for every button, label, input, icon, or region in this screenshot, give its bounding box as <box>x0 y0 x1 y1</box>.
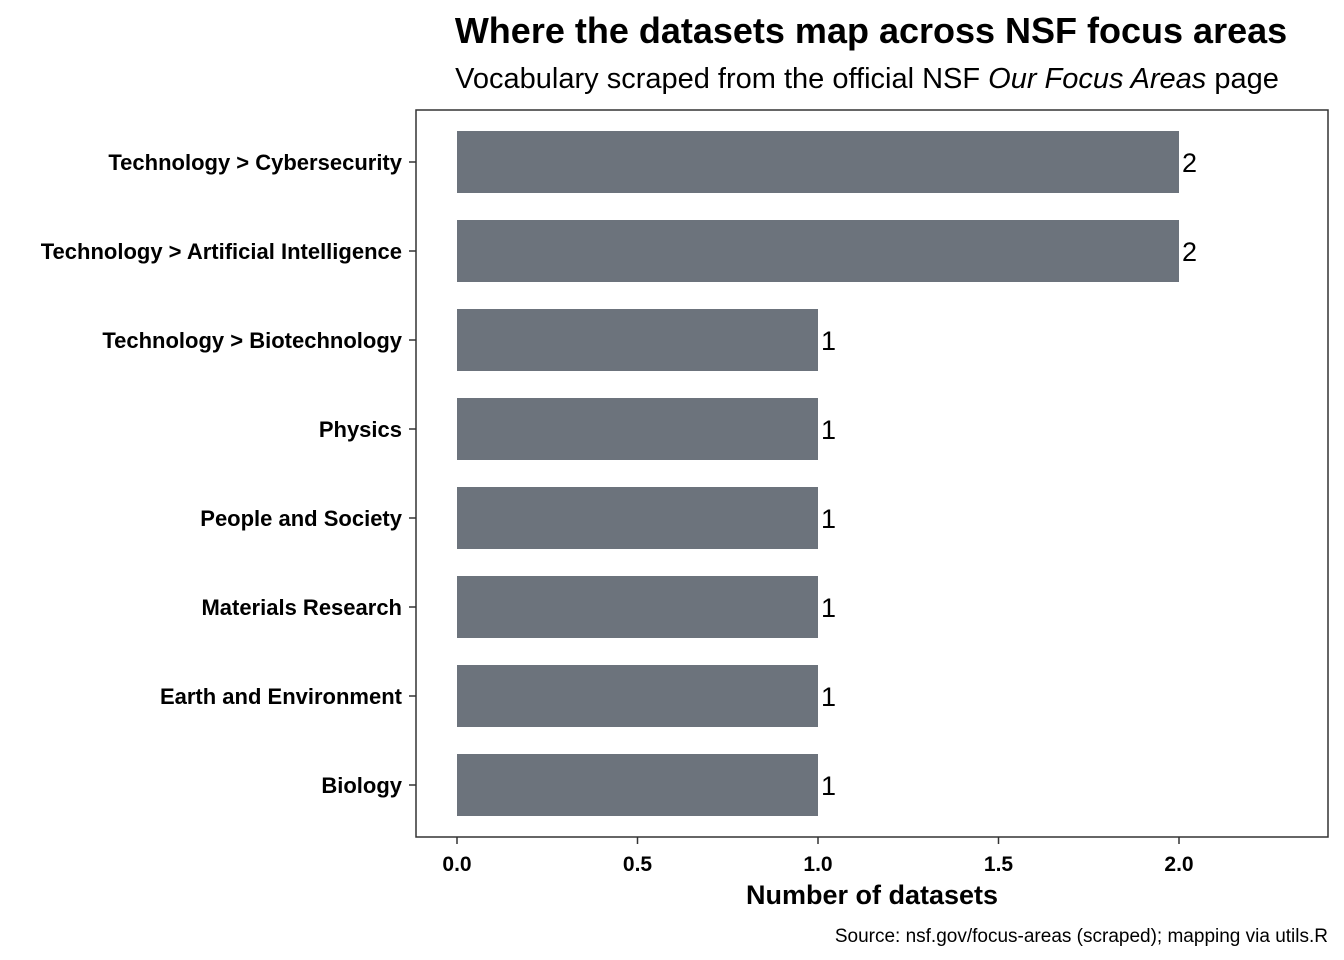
y-category-label: Biology <box>321 773 402 798</box>
chart-title: Where the datasets map across NSF focus … <box>455 10 1287 51</box>
bar-value-label: 1 <box>821 771 836 801</box>
bar <box>457 131 1179 193</box>
bar <box>457 754 818 816</box>
bar <box>457 665 818 727</box>
bar-value-label: 2 <box>1182 148 1197 178</box>
y-category-label: Physics <box>319 417 402 442</box>
chart-caption: Source: nsf.gov/focus-areas (scraped); m… <box>835 926 1328 947</box>
bar <box>457 398 818 460</box>
bar <box>457 487 818 549</box>
panel-border <box>415 109 1329 838</box>
y-category-label: Technology > Artificial Intelligence <box>41 239 402 264</box>
chart-subtitle-prefix: Vocabulary scraped from the official NSF <box>455 63 988 95</box>
bar <box>457 309 818 371</box>
x-tick-label: 1.0 <box>803 853 832 876</box>
x-axis: 0.0 0.5 1.0 1.5 2.0 <box>442 837 1194 876</box>
x-tick-label: 0.0 <box>442 853 471 876</box>
y-category-label: Technology > Cybersecurity <box>108 150 402 175</box>
y-category-label: Technology > Biotechnology <box>102 328 402 353</box>
y-axis: Technology > Cybersecurity Technology > A… <box>41 150 416 798</box>
y-category-label: Materials Research <box>201 595 402 620</box>
bar-value-label: 1 <box>821 504 836 534</box>
bar-value-label: 1 <box>821 326 836 356</box>
bar-value-label: 1 <box>821 593 836 623</box>
chart-subtitle-suffix: page <box>1206 63 1279 95</box>
bar <box>457 576 818 638</box>
value-labels-group: 2 2 1 1 1 1 1 1 <box>821 148 1197 801</box>
bar-value-label: 1 <box>821 682 836 712</box>
y-category-label: Earth and Environment <box>160 684 403 709</box>
x-axis-title: Number of datasets <box>746 880 998 910</box>
bar <box>457 220 1179 282</box>
y-category-label: People and Society <box>200 506 402 531</box>
bar-value-label: 1 <box>821 415 836 445</box>
chart-subtitle-emphasis: Our Focus Areas <box>988 63 1206 95</box>
x-tick-label: 2.0 <box>1164 853 1193 876</box>
bars-group <box>457 131 1179 816</box>
x-tick-label: 1.5 <box>984 853 1014 876</box>
chart-subtitle: Vocabulary scraped from the official NSF… <box>455 63 1279 95</box>
bar-value-label: 2 <box>1182 237 1197 267</box>
x-tick-label: 0.5 <box>623 853 653 876</box>
